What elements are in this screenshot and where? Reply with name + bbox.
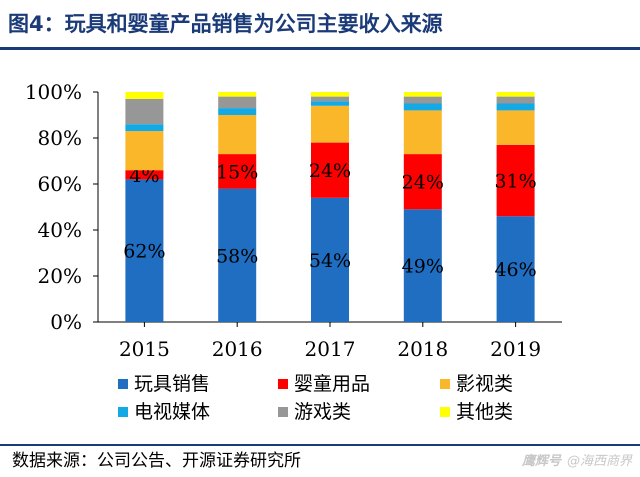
legend-label: 婴童用品 [294, 373, 370, 395]
bar-segment [496, 103, 535, 111]
data-label: 58% [216, 245, 258, 267]
y-tick-label: 40% [38, 218, 82, 242]
bar-segment [125, 179, 164, 322]
legend-label: 影视类 [456, 373, 513, 395]
chart-area: 0% 20% 40% 60% 80% 100% 62% 4% 2015 58% 15% 2016 54%… [0, 52, 640, 444]
y-tick-label: 20% [38, 264, 82, 288]
legend-swatch [440, 379, 450, 389]
y-tick-label: 80% [38, 126, 82, 150]
bar-segment [125, 170, 164, 180]
legend-label: 其他类 [456, 401, 513, 423]
y-tick-label: 0% [50, 310, 82, 334]
bar-segment [218, 188, 257, 322]
x-tick-label: 2016 [212, 337, 263, 361]
footer-divider [0, 444, 640, 446]
data-label: 24% [402, 172, 444, 194]
bar-segment [403, 154, 442, 210]
bar-segment [218, 96, 257, 109]
bar-segment [218, 115, 257, 155]
bar-segment [311, 197, 349, 322]
bar-segment [311, 96, 349, 102]
bar-segment [496, 216, 535, 322]
bar-segment [311, 105, 349, 143]
bar-segment [403, 110, 442, 155]
legend-swatch [118, 407, 128, 417]
bar-segment [218, 108, 257, 115]
title-divider [0, 47, 640, 50]
data-label: 54% [309, 250, 351, 272]
bar-segment [403, 92, 442, 97]
x-tick-label: 2015 [119, 337, 170, 361]
source-note: 数据来源：公司公告、开源证券研究所 [12, 451, 301, 471]
legend-swatch [278, 379, 288, 389]
bar-segment [218, 92, 257, 97]
legend-label: 游戏类 [294, 401, 351, 423]
bar-segment [496, 110, 535, 145]
bar-segment [125, 98, 164, 125]
data-label: 46% [494, 259, 536, 281]
bar-segment [403, 96, 442, 104]
bar-segment [403, 209, 442, 322]
x-tick-label: 2017 [305, 337, 356, 361]
legend-label: 玩具销售 [134, 373, 210, 395]
bar-segment [125, 131, 164, 171]
bar-segment [125, 124, 164, 132]
watermark-logo: 鹰辉号 [521, 454, 561, 469]
data-label: 62% [123, 241, 165, 263]
chart-title: 图4：玩具和婴童产品销售为公司主要收入来源 [8, 12, 443, 36]
bar-segment [218, 154, 257, 189]
bar-segment [496, 144, 535, 217]
y-tick-label: 100% [25, 80, 82, 104]
watermark: 鹰辉号 @海西商界 [522, 446, 632, 477]
legend-swatch [278, 407, 288, 417]
x-tick-label: 2019 [490, 337, 541, 361]
data-label: 31% [494, 171, 536, 193]
stacked-bar-chart: 0% 20% 40% 60% 80% 100% 62% 4% 2015 58% 15% 2016 54%… [25, 80, 562, 423]
y-tick-label: 60% [38, 172, 82, 196]
data-label: 4% [129, 165, 159, 187]
x-tick-label: 2018 [397, 337, 448, 361]
data-label: 24% [309, 160, 351, 182]
bar-segment [311, 101, 349, 106]
legend-swatch [440, 407, 450, 417]
legend-swatch [118, 379, 128, 389]
bar-segment [403, 103, 442, 111]
bar-segment [496, 92, 535, 97]
data-label: 15% [216, 161, 258, 183]
bar-segment [311, 92, 349, 97]
watermark-text: @海西商界 [566, 454, 632, 469]
data-label: 49% [402, 256, 444, 278]
legend-label: 电视媒体 [134, 401, 210, 423]
bar-segment [125, 92, 164, 99]
bar-segment [311, 142, 349, 198]
bar-segment [496, 96, 535, 104]
